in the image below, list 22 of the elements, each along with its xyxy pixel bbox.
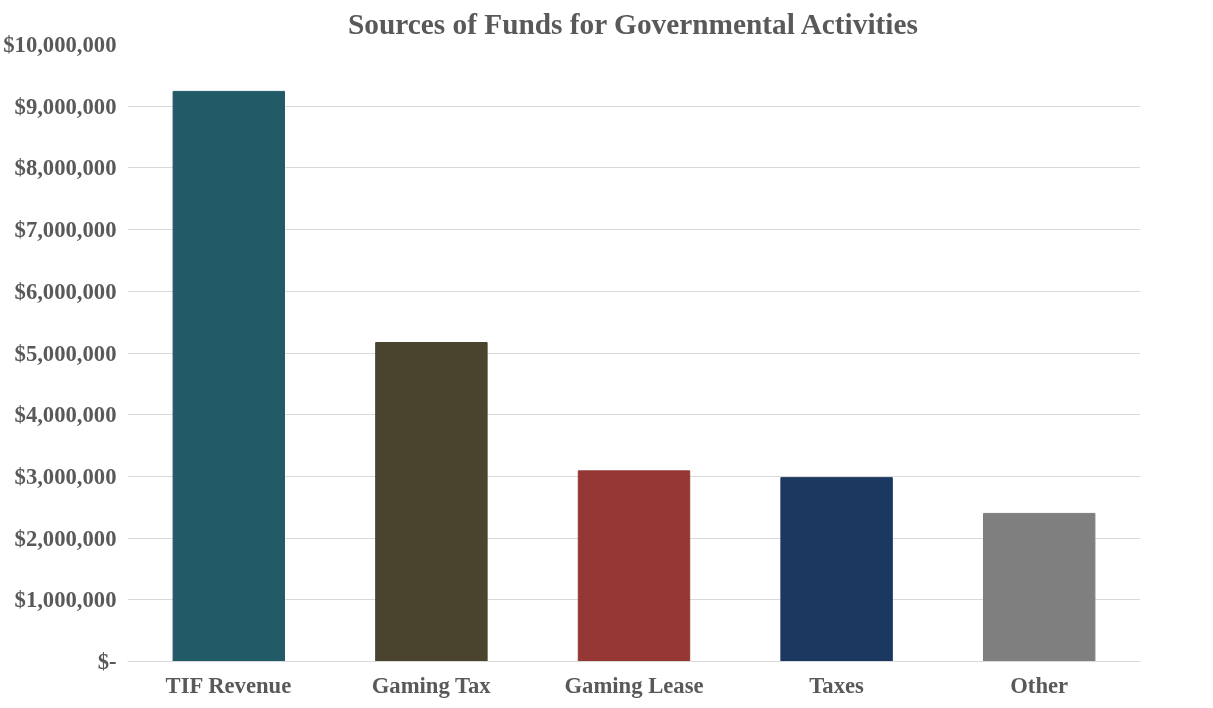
y-tick-label: $10,000,000 [3,32,117,57]
bar [172,90,286,662]
x-tick-label: Gaming Tax [371,672,492,698]
y-tick-label: $7,000,000 [14,217,117,243]
x-tick-label: TIF Revenue [165,672,292,698]
x-tick-label: Other [1010,672,1069,698]
bar [375,342,488,662]
y-tick-label: $6,000,000 [14,278,117,304]
y-tick-label: $- [97,649,117,674]
y-tick-label: $2,000,000 [14,525,117,551]
y-tick-label: $8,000,000 [14,155,117,181]
chart-title: Sources of Funds for Governmental Activities [347,7,918,40]
bar [982,512,1096,662]
x-tick-label: Taxes [809,672,865,698]
bar [780,477,893,662]
y-tick-label: $3,000,000 [14,463,117,489]
y-tick-label: $9,000,000 [14,93,117,119]
y-tick-label: $4,000,000 [14,402,117,428]
bar [577,470,691,662]
y-tick-label: $5,000,000 [14,340,117,366]
x-tick-label: Gaming Lease [564,672,704,698]
y-tick-label: $1,000,000 [14,587,117,613]
